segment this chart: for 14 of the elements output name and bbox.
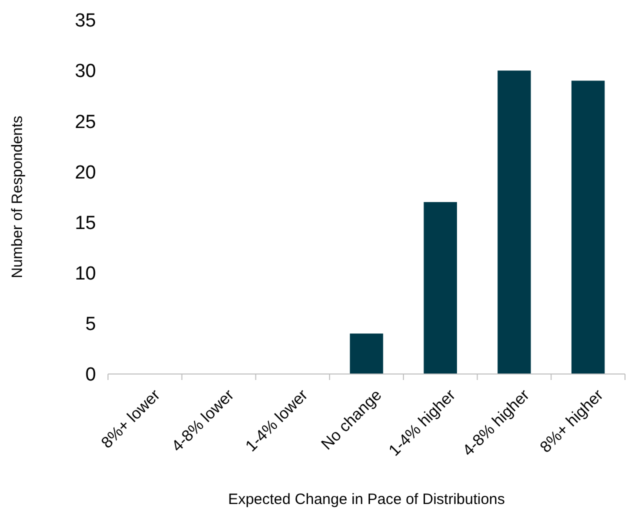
y-tick-label: 25 <box>74 112 96 133</box>
y-tick-label: 35 <box>74 10 96 32</box>
y-tick-label: 20 <box>74 162 96 184</box>
y-tick-label: 5 <box>85 314 96 336</box>
bar <box>498 70 531 374</box>
bar <box>350 334 384 374</box>
bar <box>571 80 605 374</box>
y-tick-label: 10 <box>74 264 96 285</box>
y-tick-label: 15 <box>74 212 96 234</box>
bar <box>424 202 457 374</box>
y-axis-title: Number of Respondents <box>9 116 26 278</box>
y-tick-label: 0 <box>85 364 96 386</box>
y-tick-label: 30 <box>74 61 96 82</box>
x-axis-title: Expected Change in Pace of Distributions <box>228 491 505 508</box>
